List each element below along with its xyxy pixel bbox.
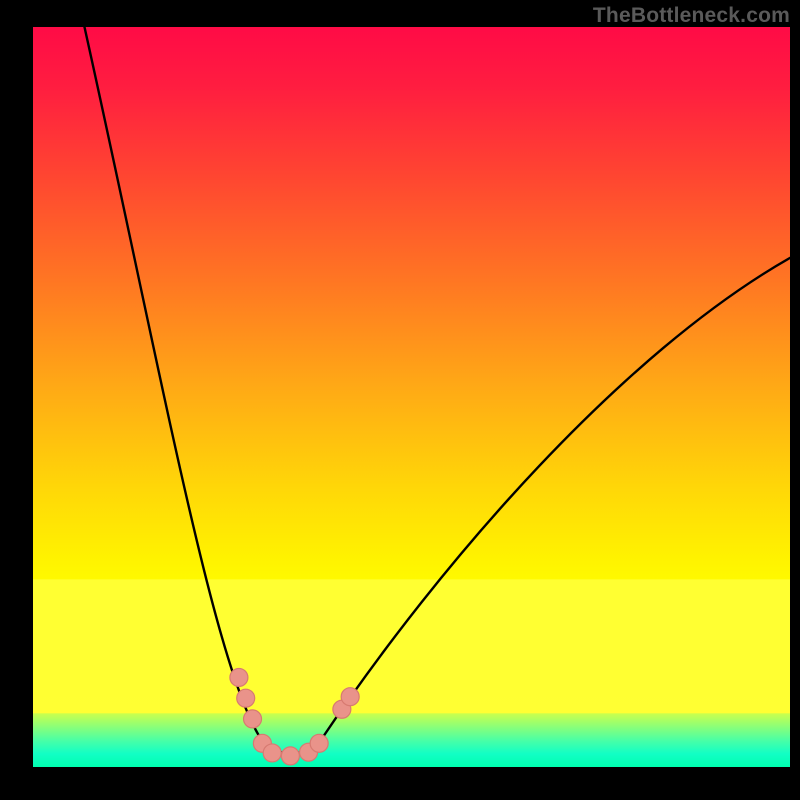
chart-svg bbox=[33, 27, 790, 767]
chart-frame: TheBottleneck.com bbox=[0, 0, 800, 800]
data-marker bbox=[237, 689, 255, 707]
data-marker bbox=[230, 668, 248, 686]
data-marker bbox=[310, 734, 328, 752]
plot-area bbox=[33, 27, 790, 767]
gradient-background bbox=[33, 27, 790, 767]
data-marker bbox=[263, 744, 281, 762]
data-marker bbox=[244, 710, 262, 728]
watermark-text: TheBottleneck.com bbox=[593, 4, 790, 28]
data-marker bbox=[281, 747, 299, 765]
data-marker bbox=[341, 688, 359, 706]
